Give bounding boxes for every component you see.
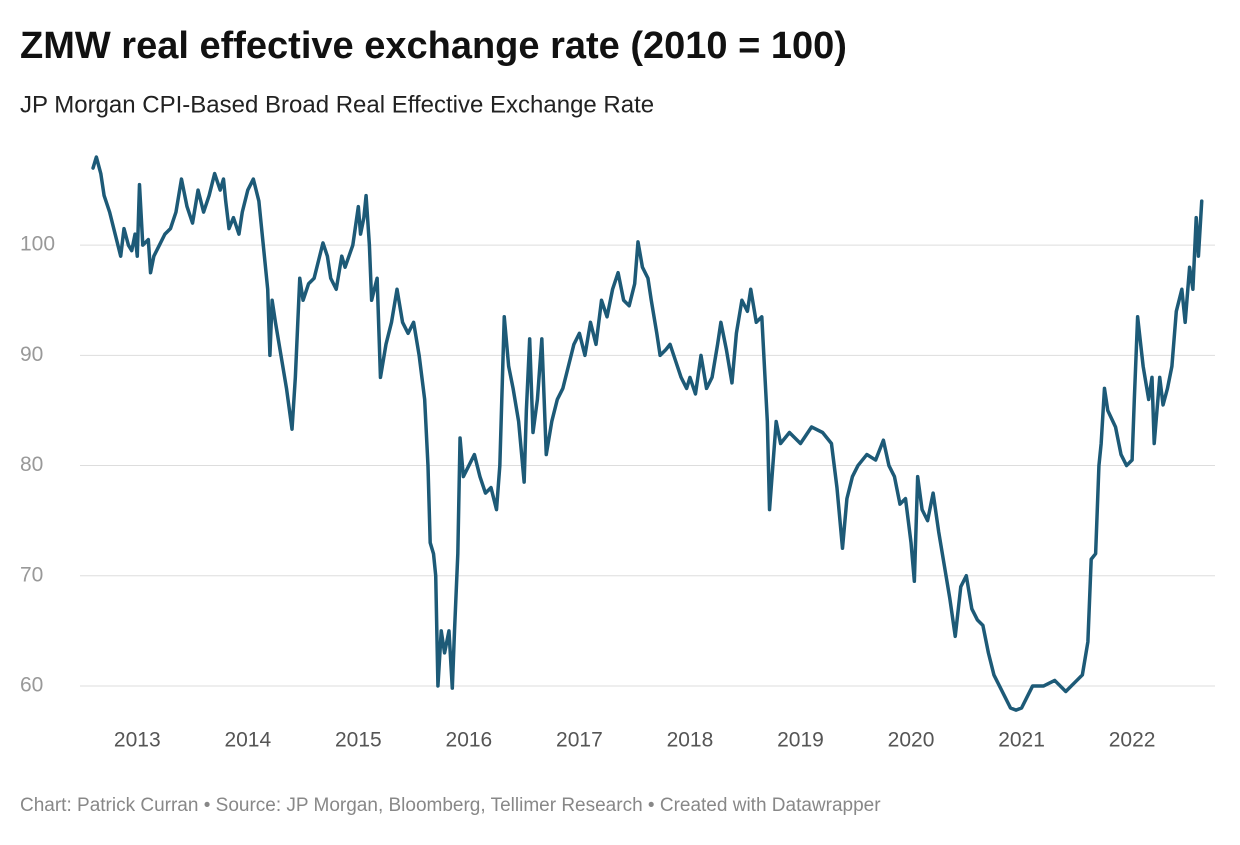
x-tick-label: 2013 (114, 729, 161, 752)
y-tick-label: 80 (20, 453, 43, 476)
x-tick-label: 2022 (1109, 729, 1156, 752)
x-tick-label: 2017 (556, 729, 603, 752)
chart-title: ZMW real effective exchange rate (2010 =… (20, 25, 847, 67)
chart-subtitle: JP Morgan CPI-Based Broad Real Effective… (20, 91, 654, 118)
y-tick-label: 60 (20, 673, 43, 696)
x-tick-label: 2021 (998, 729, 1045, 752)
data-line (91, 155, 1204, 712)
x-tick-label: 2015 (335, 729, 382, 752)
x-tick-label: 2016 (446, 729, 493, 752)
footer: Chart: Patrick Curran • Source: JP Morga… (20, 795, 881, 816)
x-tick-label: 2020 (888, 729, 935, 752)
y-tick-label: 100 (20, 233, 55, 256)
x-tick-label: 2018 (667, 729, 714, 752)
x-tick-label: 2014 (224, 729, 271, 752)
x-tick-label: 2019 (777, 729, 824, 752)
y-tick-label: 70 (20, 563, 43, 586)
y-tick-label: 90 (20, 343, 43, 366)
